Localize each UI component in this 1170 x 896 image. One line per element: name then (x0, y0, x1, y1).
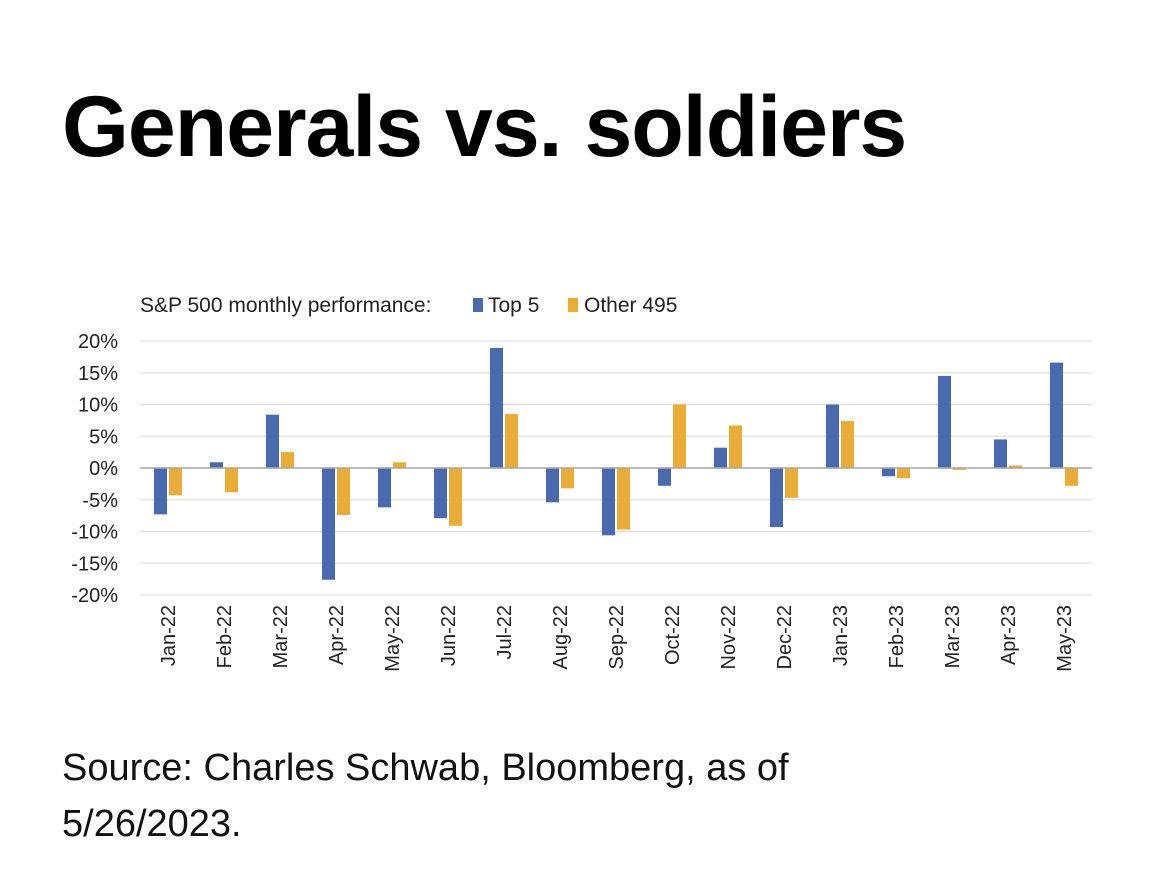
x-tick-label: Mar-23 (942, 605, 964, 668)
bar-top5 (938, 375, 951, 468)
y-tick-label: -10% (71, 522, 118, 544)
bar-top5 (994, 439, 1007, 468)
bar-top5 (378, 468, 391, 508)
bar-chart: S&P 500 monthly performance: Top 5 Other… (71, 294, 1092, 672)
bar-other495 (729, 425, 742, 468)
x-tick-label: Mar-22 (270, 605, 292, 668)
bar-other495 (337, 468, 350, 515)
x-tick-label: Jan-22 (158, 605, 180, 666)
x-axis-ticks: Jan-22 Feb-22 Mar-22 Apr-22 May-22 Jun-22 Jul-… (158, 605, 1076, 672)
x-tick-label: Nov-22 (718, 605, 740, 669)
legend-label-top5: Top 5 (488, 294, 539, 317)
bar-top5 (434, 468, 447, 519)
y-axis-ticks: 20% 15% 10% 5% 0% -5% -10% -15% -20% (71, 331, 118, 607)
bar-top5 (714, 447, 727, 468)
y-tick-label: 10% (78, 395, 118, 417)
bar-other495 (673, 404, 686, 468)
x-tick-label: Oct-22 (662, 605, 684, 665)
bar-top5 (826, 404, 839, 468)
bar-other495 (617, 468, 630, 530)
bar-other495 (561, 468, 574, 489)
y-tick-label: 5% (89, 426, 118, 448)
source-note: Source: Charles Schwab, Bloomberg, as of… (62, 740, 1062, 852)
x-tick-label: Apr-23 (998, 605, 1020, 665)
x-tick-label: Dec-22 (774, 605, 796, 669)
bar-other495 (225, 468, 238, 493)
legend: Top 5 Other 495 (473, 294, 677, 317)
bar-other495 (841, 421, 854, 468)
bar-other495 (505, 414, 518, 468)
bar-top5 (266, 414, 279, 468)
legend-swatch-top5 (473, 298, 483, 312)
bar-top5 (882, 468, 895, 477)
y-tick-label: -15% (71, 553, 118, 575)
x-tick-label: Feb-23 (886, 605, 908, 668)
source-line-1: Source: Charles Schwab, Bloomberg, as of (62, 747, 789, 789)
y-tick-label: -5% (82, 490, 118, 512)
bar-top5 (154, 468, 167, 515)
bar-other495 (449, 468, 462, 526)
bar-top5 (658, 468, 671, 486)
chart-container: S&P 500 monthly performance: Top 5 Other… (60, 280, 1110, 700)
x-tick-label: Jun-22 (438, 605, 460, 666)
bar-top5 (770, 468, 783, 528)
x-tick-label: Jan-23 (830, 605, 852, 666)
bar-other495 (785, 468, 798, 498)
bar-top5 (1050, 362, 1063, 468)
source-line-2: 5/26/2023. (62, 803, 242, 845)
bar-other495 (1065, 468, 1078, 486)
bar-other495 (169, 468, 182, 496)
x-tick-label: May-23 (1054, 605, 1076, 672)
bar-top5 (490, 347, 503, 468)
y-tick-label: 0% (89, 458, 118, 480)
x-tick-label: Aug-22 (550, 605, 572, 670)
bar-other495 (281, 452, 294, 468)
chart-title: S&P 500 monthly performance: (140, 294, 431, 317)
bar-other495 (953, 468, 966, 470)
bar-top5 (602, 468, 615, 536)
x-tick-label: Feb-22 (214, 605, 236, 668)
y-tick-label: -20% (71, 585, 118, 607)
bar-other495 (897, 468, 910, 479)
legend-label-other495: Other 495 (584, 294, 677, 317)
x-tick-label: Sep-22 (606, 605, 628, 670)
bar-other495 (1009, 465, 1022, 468)
bar-other495 (393, 462, 406, 468)
bar-top5 (210, 462, 223, 468)
page-title: Generals vs. soldiers (62, 79, 907, 175)
x-tick-label: Jul-22 (494, 605, 516, 659)
bars (154, 347, 1078, 580)
y-tick-label: 20% (78, 331, 118, 353)
x-tick-label: Apr-22 (326, 605, 348, 665)
x-tick-label: May-22 (382, 605, 404, 672)
bar-top5 (322, 468, 335, 580)
grid-lines (140, 340, 1092, 596)
bar-top5 (546, 468, 559, 503)
legend-swatch-other495 (568, 298, 578, 312)
y-tick-label: 15% (78, 363, 118, 385)
